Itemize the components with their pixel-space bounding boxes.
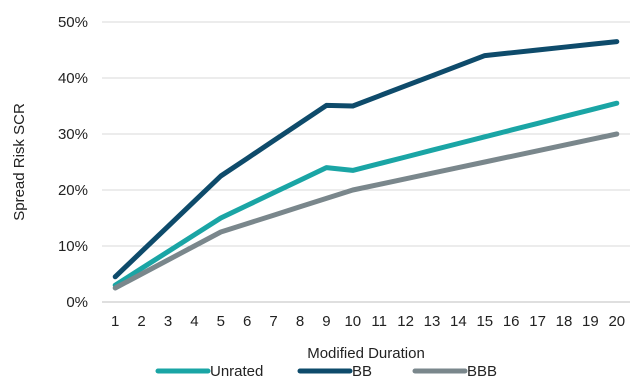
x-tick-label: 20 (608, 313, 625, 330)
y-axis-ticks: 0% 10% 20% 30% 40% 50% (58, 14, 88, 311)
x-tick-label: 5 (217, 313, 225, 330)
x-axis-title: Modified Duration (307, 345, 425, 362)
y-tick-label: 10% (58, 238, 88, 255)
x-tick-label: 2 (137, 313, 145, 330)
x-tick-label: 6 (243, 313, 251, 330)
x-tick-label: 16 (503, 313, 520, 330)
x-tick-label: 14 (450, 313, 467, 330)
y-tick-label: 20% (58, 182, 88, 199)
x-tick-label: 13 (424, 313, 441, 330)
x-tick-label: 7 (269, 313, 277, 330)
y-tick-label: 30% (58, 126, 88, 143)
x-tick-label: 17 (529, 313, 546, 330)
legend-label-bbb: BBB (467, 363, 497, 380)
x-tick-label: 10 (344, 313, 361, 330)
series-line-unrated (112, 100, 620, 288)
gridlines (102, 21, 630, 247)
legend-label-unrated: Unrated (210, 363, 263, 380)
x-tick-label: 12 (397, 313, 414, 330)
legend-label-bb: BB (352, 363, 372, 380)
legend: Unrated BB BBB (155, 363, 497, 380)
x-tick-label: 3 (164, 313, 172, 330)
x-tick-label: 11 (371, 313, 387, 330)
y-tick-label: 40% (58, 70, 88, 87)
x-tick-label: 18 (556, 313, 573, 330)
series-lines (112, 39, 620, 291)
y-tick-label: 0% (66, 294, 88, 311)
y-tick-label: 50% (58, 14, 88, 31)
x-tick-label: 19 (582, 313, 599, 330)
x-tick-label: 8 (296, 313, 304, 330)
x-axis-ticks: 1 2 3 4 5 6 7 8 9 10 11 12 13 14 15 16 17 18 19 20 (111, 313, 625, 330)
y-axis-title: Spread Risk SCR (11, 103, 28, 221)
x-tick-label: 9 (322, 313, 330, 330)
x-tick-label: 1 (111, 313, 119, 330)
series-line-bb (112, 39, 620, 280)
x-tick-label: 15 (476, 313, 493, 330)
x-tick-label: 4 (190, 313, 198, 330)
series-line-bbb (112, 131, 620, 291)
